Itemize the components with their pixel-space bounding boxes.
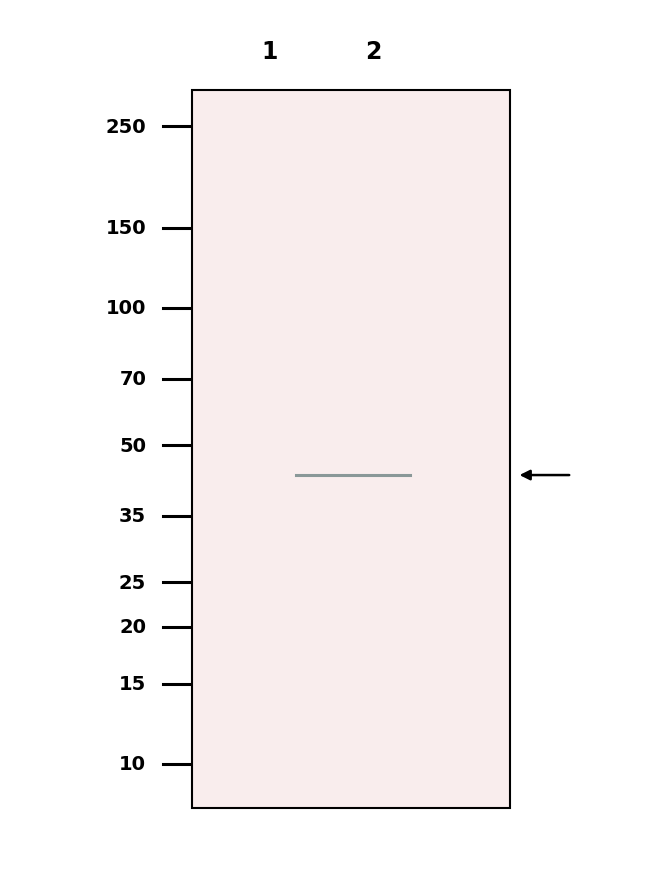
Bar [192, 91, 510, 808]
Text: 50: 50 [119, 436, 146, 455]
Text: 250: 250 [105, 118, 146, 136]
Text: 35: 35 [119, 507, 146, 526]
Text: 70: 70 [120, 369, 146, 388]
Text: 15: 15 [119, 674, 146, 693]
Text: 150: 150 [105, 219, 146, 238]
Text: 25: 25 [119, 574, 146, 593]
Text: 1: 1 [261, 40, 278, 64]
Text: 10: 10 [119, 754, 146, 773]
Text: 20: 20 [119, 618, 146, 636]
Text: 100: 100 [106, 299, 146, 318]
Text: 2: 2 [365, 40, 382, 64]
